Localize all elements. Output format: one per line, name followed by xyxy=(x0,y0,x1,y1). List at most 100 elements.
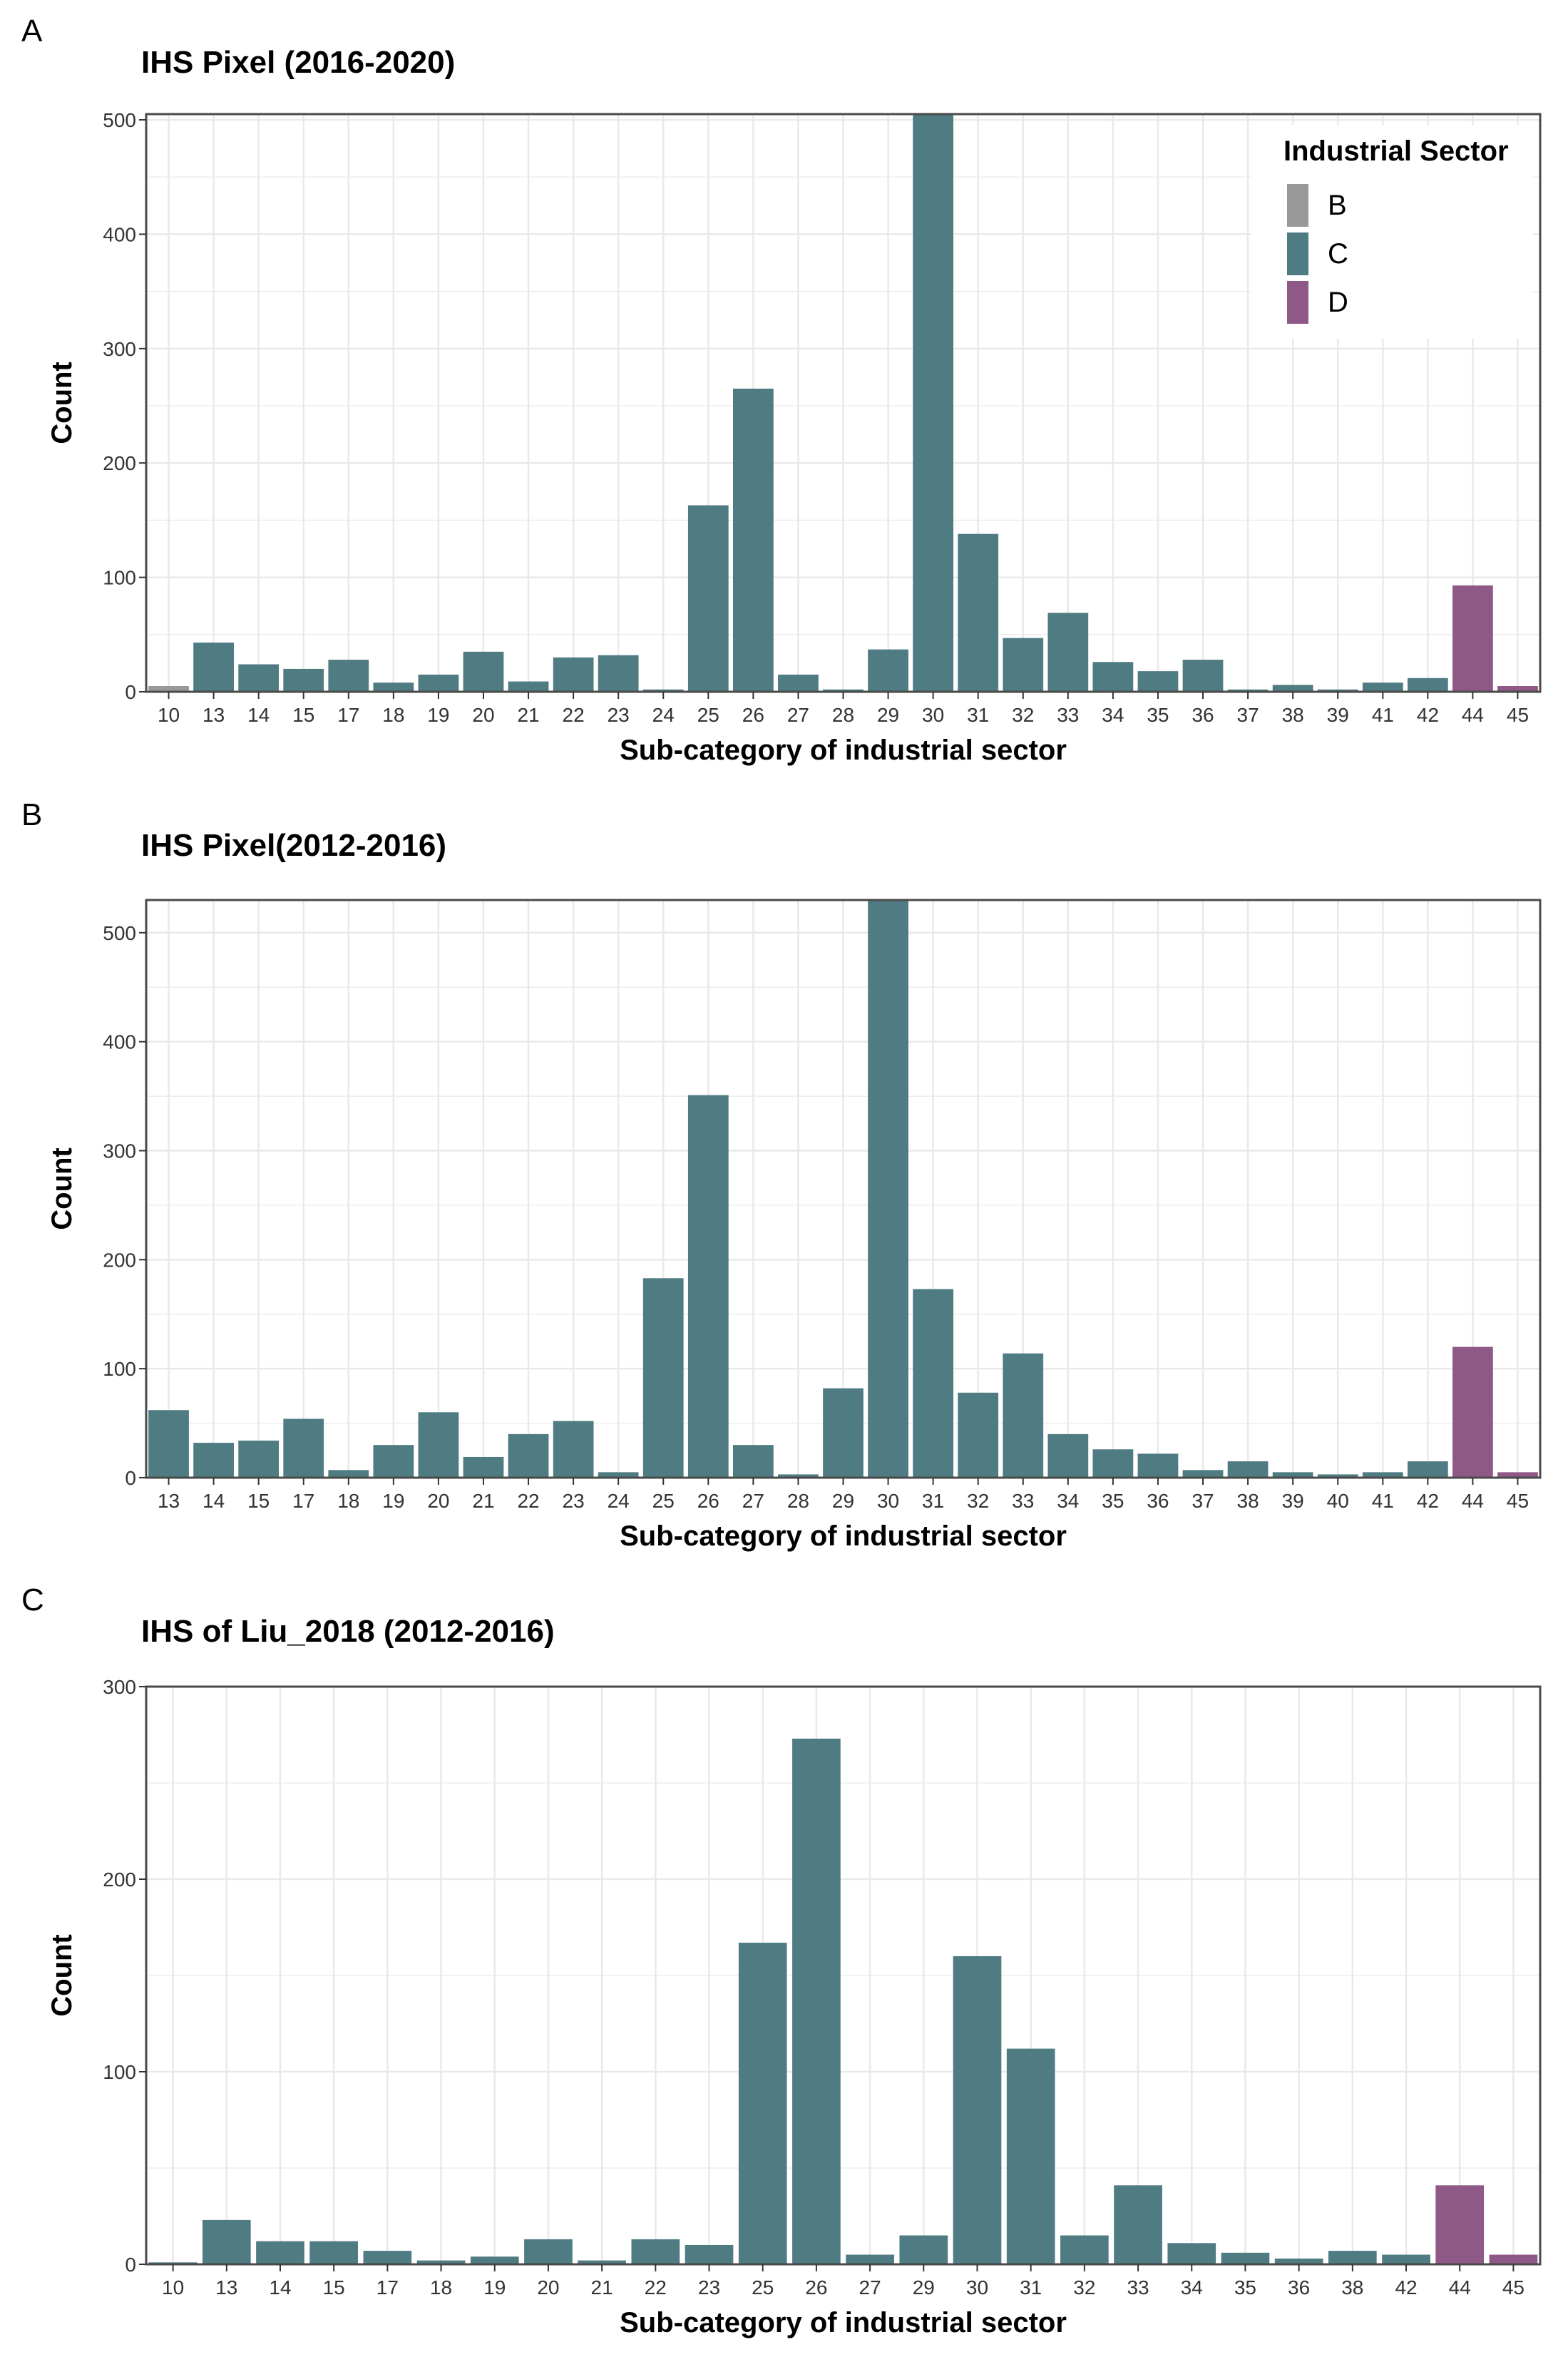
bar-17 xyxy=(283,1418,324,1478)
x-tick-label: 39 xyxy=(1282,1490,1304,1512)
bar-14 xyxy=(256,2241,304,2264)
bar-20 xyxy=(463,651,504,692)
bar-17 xyxy=(328,660,369,692)
x-tick-label: 18 xyxy=(337,1490,359,1512)
x-tick-label: 28 xyxy=(787,1490,809,1512)
bar-13 xyxy=(148,1410,189,1478)
bar-21 xyxy=(578,2260,626,2264)
bar-45 xyxy=(1489,2254,1538,2264)
bar-25 xyxy=(687,505,729,692)
legend-title: Industrial Sector xyxy=(1283,136,1509,167)
bar-36 xyxy=(1137,1453,1179,1478)
bar-38 xyxy=(1328,2251,1377,2264)
x-tick-label: 26 xyxy=(805,2276,827,2299)
x-tick-label: 30 xyxy=(966,2276,988,2299)
x-tick-label: 38 xyxy=(1237,1490,1259,1512)
x-axis-title: Sub-category of industrial sector xyxy=(620,735,1067,766)
x-axis-title: Sub-category of industrial sector xyxy=(620,2307,1067,2338)
bar-42 xyxy=(1407,678,1448,692)
bar-29 xyxy=(899,2235,948,2264)
x-tick-label: 14 xyxy=(247,704,270,726)
y-tick-label: 200 xyxy=(103,1868,136,1891)
bar-45 xyxy=(1497,1472,1538,1478)
x-tick-label: 31 xyxy=(1020,2276,1042,2299)
y-tick-label: 200 xyxy=(103,1249,136,1271)
bar-23 xyxy=(553,1421,594,1478)
x-tick-label: 29 xyxy=(913,2276,935,2299)
bar-14 xyxy=(193,1443,234,1478)
bar-27 xyxy=(732,1445,774,1478)
x-tick-label: 10 xyxy=(158,704,180,726)
x-tick-label: 24 xyxy=(608,1490,630,1512)
bar-37 xyxy=(1182,1470,1224,1478)
x-tick-label: 32 xyxy=(1012,704,1034,726)
x-tick-label: 25 xyxy=(697,704,719,726)
bar-44 xyxy=(1452,585,1493,692)
x-tick-label: 19 xyxy=(427,704,449,726)
x-tick-label: 32 xyxy=(967,1490,989,1512)
bar-15 xyxy=(283,668,324,692)
legend-swatch-c xyxy=(1287,232,1308,275)
bar-32 xyxy=(1003,638,1044,692)
bar-31 xyxy=(913,1289,954,1478)
y-tick-label: 300 xyxy=(103,1676,136,1698)
x-tick-label: 33 xyxy=(1012,1490,1034,1512)
x-tick-label: 45 xyxy=(1507,1490,1529,1512)
bar-30 xyxy=(913,114,954,692)
bar-19 xyxy=(373,1445,414,1478)
bar-24 xyxy=(642,689,684,692)
x-tick-label: 31 xyxy=(922,1490,944,1512)
x-tick-label: 40 xyxy=(1327,1490,1349,1512)
chart-title: IHS Pixel (2016-2020) xyxy=(141,45,455,80)
y-tick-label: 0 xyxy=(125,681,136,703)
bar-35 xyxy=(1221,2252,1270,2264)
bar-24 xyxy=(598,1472,639,1478)
x-tick-label: 25 xyxy=(752,2276,774,2299)
x-tick-label: 21 xyxy=(591,2276,613,2299)
chart-panel-a: A IHS Pixel (2016-2020) 0 100 200 300 400 500 10… xyxy=(21,14,1542,766)
x-tick-label: 35 xyxy=(1102,1490,1124,1512)
x-tick-label: 30 xyxy=(877,1490,899,1512)
bar-17 xyxy=(363,2251,412,2264)
bar-14 xyxy=(238,664,280,692)
x-tick-label: 22 xyxy=(645,2276,667,2299)
bar-23 xyxy=(685,2245,734,2264)
x-tick-label: 24 xyxy=(652,704,675,726)
x-tick-label: 17 xyxy=(337,704,359,726)
bar-10 xyxy=(148,685,189,692)
x-axis-title: Sub-category of industrial sector xyxy=(620,1520,1067,1552)
y-tick-label: 300 xyxy=(103,338,136,360)
legend-swatch-b xyxy=(1287,184,1308,227)
chart-title: IHS Pixel(2012-2016) xyxy=(141,828,446,863)
y-tick-label: 100 xyxy=(103,567,136,589)
x-tick-label: 17 xyxy=(292,1490,314,1512)
bar-33 xyxy=(1047,613,1089,692)
x-tick-label: 41 xyxy=(1372,704,1394,726)
chart-panel-c: C IHS of Liu_2018 (2012-2016) 0 100 200 300 10… xyxy=(21,1583,1542,2338)
bar-18 xyxy=(328,1470,369,1478)
x-tick-label: 14 xyxy=(203,1490,225,1512)
bar-30 xyxy=(953,1956,1002,2264)
bar-25 xyxy=(642,1278,684,1478)
bar-35 xyxy=(1092,1449,1134,1478)
bar-34 xyxy=(1092,662,1134,692)
y-axis-title: Count xyxy=(46,1934,78,2017)
bar-42 xyxy=(1382,2254,1430,2264)
x-tick-label: 35 xyxy=(1234,2276,1256,2299)
bar-27 xyxy=(846,2254,894,2264)
bar-20 xyxy=(418,1412,459,1478)
x-tick-label: 23 xyxy=(698,2276,720,2299)
x-tick-label: 44 xyxy=(1462,1490,1484,1512)
x-tick-label: 20 xyxy=(537,2276,559,2299)
legend-swatch-d xyxy=(1287,281,1308,324)
bar-32 xyxy=(958,1392,999,1478)
x-tick-label: 13 xyxy=(203,704,225,726)
x-tick-label: 25 xyxy=(652,1490,675,1512)
x-tick-label: 34 xyxy=(1181,2276,1203,2299)
x-tick-label: 13 xyxy=(158,1490,180,1512)
bar-33 xyxy=(1003,1353,1044,1478)
bar-29 xyxy=(823,1388,864,1478)
bar-36 xyxy=(1182,660,1224,692)
bar-15 xyxy=(238,1441,280,1478)
x-tick-label: 45 xyxy=(1502,2276,1525,2299)
